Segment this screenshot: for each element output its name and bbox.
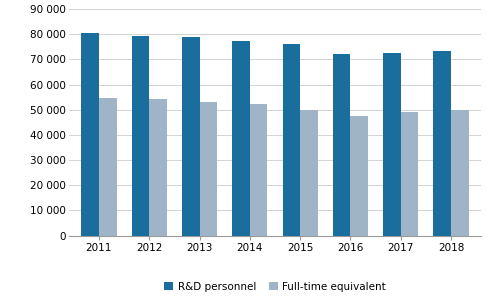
Bar bbox=[82, 33, 99, 236]
Bar bbox=[351, 116, 368, 236]
Bar bbox=[451, 110, 468, 236]
Bar bbox=[300, 110, 318, 236]
Bar bbox=[132, 36, 149, 236]
Bar bbox=[383, 53, 401, 236]
Bar bbox=[282, 44, 300, 236]
Bar bbox=[149, 99, 167, 236]
Bar bbox=[199, 102, 217, 236]
Bar bbox=[232, 40, 250, 236]
Bar bbox=[99, 98, 116, 236]
Bar bbox=[250, 104, 268, 236]
Bar bbox=[401, 112, 418, 236]
Bar bbox=[434, 50, 451, 236]
Bar bbox=[182, 37, 199, 236]
Bar bbox=[333, 54, 351, 236]
Legend: R&D personnel, Full-time equivalent: R&D personnel, Full-time equivalent bbox=[164, 281, 386, 291]
